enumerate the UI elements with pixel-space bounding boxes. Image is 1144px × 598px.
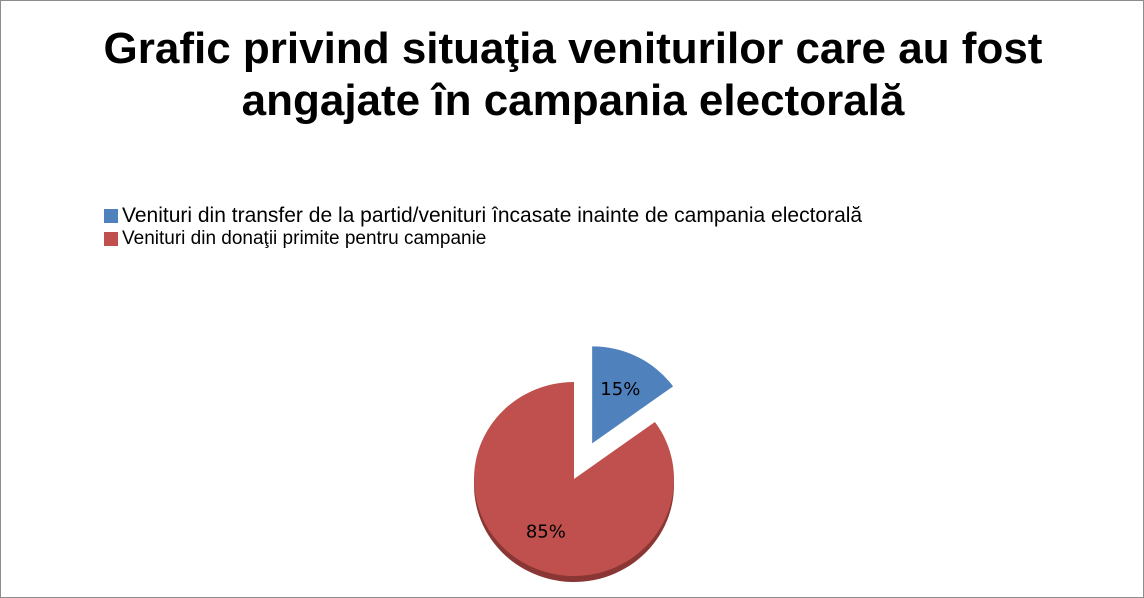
- chart-title: Grafic privind situaţia veniturilor care…: [103, 24, 1043, 125]
- data-label: 15%: [600, 379, 640, 400]
- legend-label: Venituri din transfer de la partid/venit…: [122, 204, 863, 227]
- legend-swatch: [104, 209, 118, 223]
- legend-entry: Venituri din donaţii primite pentru camp…: [104, 228, 486, 250]
- legend-label: Venituri din donaţii primite pentru camp…: [122, 228, 487, 249]
- legend-swatch: [104, 232, 118, 246]
- pie-slice: [473, 382, 674, 577]
- legend-entry: Venituri din transfer de la partid/venit…: [104, 204, 862, 228]
- pie-slice: [592, 346, 674, 444]
- data-label: 85%: [526, 522, 566, 543]
